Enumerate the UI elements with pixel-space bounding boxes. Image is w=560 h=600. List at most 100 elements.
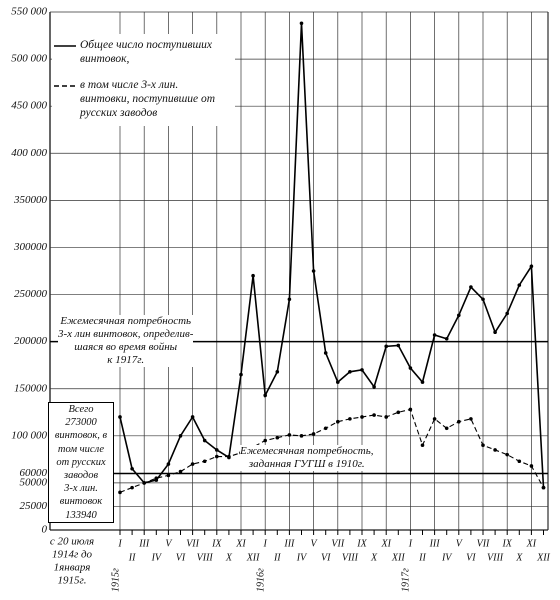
point [178, 469, 183, 474]
point [372, 385, 376, 389]
box-line: Всего [68, 404, 94, 415]
x-tick-label: VII [186, 538, 199, 549]
year-label: 1917г [401, 568, 412, 592]
point [396, 343, 401, 348]
point [469, 285, 473, 289]
point [420, 443, 425, 448]
x-tick-label: IX [501, 538, 512, 549]
point [215, 454, 219, 459]
point [190, 415, 195, 419]
point [275, 435, 280, 440]
x-tick-label: II [418, 552, 426, 563]
point [336, 419, 340, 424]
x-tick-label: I [263, 538, 268, 549]
x-tick-label: VII [331, 538, 344, 549]
annotation-line: шаяся во время войны [74, 340, 178, 353]
point [384, 415, 389, 419]
point [444, 426, 449, 431]
y-tick-label: 150000 [14, 382, 48, 394]
box-line: винтовок, в [54, 430, 108, 442]
point [505, 311, 510, 316]
x-tick-label: XII [536, 552, 550, 563]
point [166, 473, 171, 478]
point [118, 490, 122, 495]
x-tick-label: V [311, 538, 319, 549]
point [529, 264, 534, 269]
x-tick-label: VI [321, 552, 331, 563]
point [263, 438, 268, 443]
point [396, 410, 401, 415]
x-tick-label: VI [176, 552, 186, 563]
x-tick-label: XII [391, 552, 405, 563]
x-tick-label: IX [356, 538, 367, 549]
point [215, 448, 219, 452]
point [287, 297, 292, 302]
x-tick-label: II [128, 552, 136, 563]
point [227, 454, 231, 459]
year-label: 1915г [110, 568, 121, 592]
point [457, 313, 461, 318]
legend-label: в том числе 3-х лин. винтовки, поступивш… [80, 79, 216, 119]
total-box: Всего 273000 винтовок, в том числе от русски… [48, 402, 114, 523]
box-line: том числе [57, 443, 105, 455]
point [154, 476, 159, 481]
legend: Общее число поступивших винтовок, в том ч… [52, 34, 235, 126]
point [469, 417, 473, 421]
y-tick-label: 350000 [13, 194, 48, 206]
x-tick-label: X [515, 552, 523, 563]
point [408, 366, 413, 370]
box-line: 133940 [65, 509, 97, 521]
y-tick-label: 60000 [20, 467, 48, 479]
point [420, 380, 425, 384]
legend-swatch [54, 85, 76, 87]
y-tick-label: 550 000 [11, 6, 47, 18]
point [118, 415, 122, 419]
box-line: 273000 [65, 417, 97, 429]
point [360, 415, 364, 419]
point [323, 426, 328, 431]
x-tick-label: X [370, 552, 378, 563]
y-tick-label: 0 [42, 524, 48, 536]
point [323, 351, 328, 355]
year-label: 1916г [255, 568, 266, 592]
x-tick-label: III [138, 538, 150, 549]
start-label: 1914г до [52, 549, 93, 561]
legend-label: Общее число поступивших винтовок, [80, 39, 213, 65]
legend-swatch [54, 45, 76, 47]
x-tick-label: II [273, 552, 281, 563]
point [130, 466, 134, 471]
annotation-line: 3-х лин винтовок, определив- [58, 327, 194, 340]
point [529, 464, 534, 468]
x-tick-label: V [165, 538, 173, 549]
y-tick-label: 500 000 [11, 53, 47, 65]
annotation: Ежемесячная потребность, заданная ГУГШ в … [240, 445, 374, 472]
point [336, 380, 340, 384]
annotation-line: заданная ГУГШ в 1910г. [248, 458, 365, 471]
point [481, 297, 485, 302]
box-line: 3-х лин. [64, 483, 98, 495]
x-tick-label: IV [441, 552, 453, 563]
point [517, 283, 522, 287]
x-tick-label: XII [246, 552, 260, 563]
x-tick-label: XI [380, 538, 391, 549]
x-tick-label: III [429, 538, 441, 549]
point [432, 333, 437, 337]
y-tick-label: 450 000 [11, 100, 47, 112]
point [372, 413, 376, 417]
point [481, 443, 485, 448]
x-tick-label: I [117, 538, 122, 549]
series-line [119, 23, 545, 488]
point [541, 485, 546, 490]
point [130, 485, 134, 490]
point [190, 462, 195, 466]
point [408, 407, 413, 412]
y-tick-label: 25000 [20, 500, 48, 512]
start-label: 1915г. [58, 575, 87, 587]
point [299, 434, 304, 438]
point [311, 269, 316, 273]
series-line [119, 408, 544, 493]
x-tick-label: VII [477, 538, 490, 549]
point [178, 434, 183, 438]
point [202, 459, 207, 464]
